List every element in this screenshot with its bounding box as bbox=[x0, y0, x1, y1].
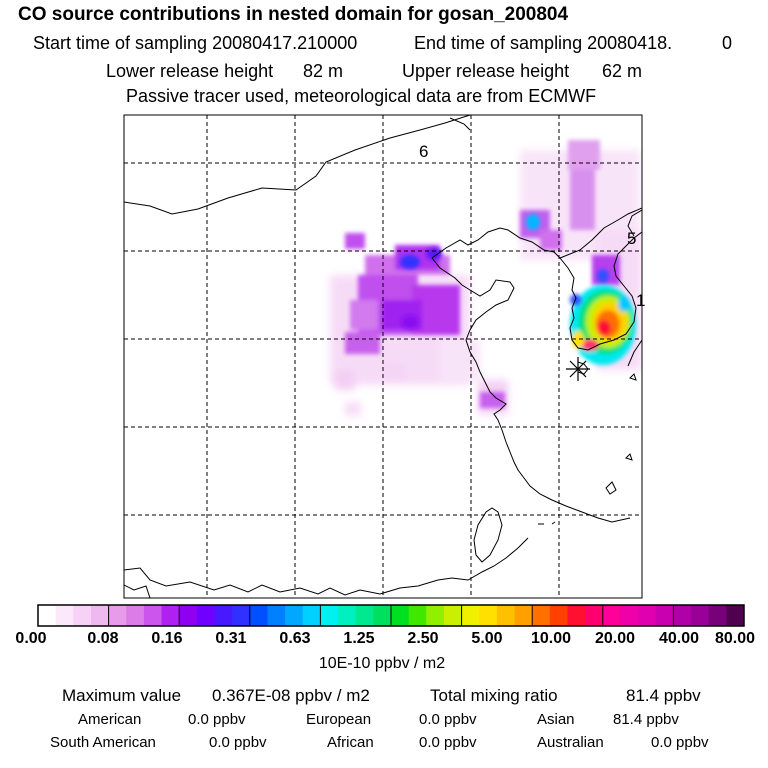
colorbar-swatch bbox=[638, 605, 657, 626]
colorbar-swatch bbox=[90, 605, 110, 626]
lower-height-label: Lower release height bbox=[106, 61, 274, 81]
start-time-label: Start time of sampling 20080417.210000 bbox=[33, 33, 358, 53]
colorbar-swatch bbox=[108, 605, 127, 626]
american-value: 0.0 ppbv bbox=[188, 711, 246, 728]
upper-height-value: 62 m bbox=[602, 61, 643, 81]
colorbar-swatch bbox=[567, 605, 586, 626]
colorbar-swatch bbox=[461, 605, 480, 626]
colorbar-tick-label: 0.16 bbox=[151, 630, 183, 647]
colorbar-swatch bbox=[285, 605, 304, 626]
concentration-field bbox=[124, 115, 642, 598]
upper-height-label: Upper release height bbox=[402, 61, 570, 81]
colorbar-swatch bbox=[532, 605, 551, 626]
lat-lon-grid bbox=[124, 115, 642, 598]
australian-label: Australian bbox=[537, 734, 604, 751]
asian-value: 81.4 ppbv bbox=[613, 711, 679, 728]
colorbar-tick-label: 2.50 bbox=[407, 630, 439, 647]
colorbar-tick-label: 10.00 bbox=[530, 630, 572, 647]
colorbar-tick-label: 0.31 bbox=[215, 630, 247, 647]
colorbar-swatch bbox=[196, 605, 215, 626]
american-label: American bbox=[78, 711, 142, 728]
grid-label: 6 bbox=[419, 142, 428, 161]
colorbar-frame bbox=[37, 604, 745, 627]
max-value-label: Maximum value bbox=[62, 686, 182, 705]
colorbar-swatch bbox=[443, 605, 463, 626]
max-value: 0.367E-08 ppbv / m2 bbox=[212, 686, 370, 705]
colorbar-tick-label: 20.00 bbox=[594, 630, 636, 647]
european-label: European bbox=[306, 711, 372, 728]
colorbar-swatch bbox=[496, 605, 516, 626]
total-mixing-label: Total mixing ratio bbox=[430, 686, 558, 705]
plot-title: CO source contributions in nested domain… bbox=[18, 4, 569, 25]
colorbar-tick-label: 0.08 bbox=[87, 630, 119, 647]
south-american-value: 0.0 ppbv bbox=[209, 734, 267, 751]
european-value: 0.0 ppbv bbox=[419, 711, 477, 728]
colorbar-unit: 10E-10 ppbv / m2 bbox=[318, 655, 446, 672]
colorbar-swatch bbox=[38, 605, 57, 626]
receptor-marker-icon bbox=[566, 357, 590, 381]
colorbar-swatch bbox=[655, 605, 674, 626]
colorbar-swatch bbox=[549, 605, 568, 626]
colorbar-swatch bbox=[161, 605, 180, 626]
colorbar-swatch bbox=[426, 605, 445, 626]
colorbar-tick-label: 80.00 bbox=[714, 630, 756, 647]
colorbar-swatch bbox=[214, 605, 233, 626]
colorbar-swatch bbox=[73, 605, 92, 626]
colorbar-tick-label: 1.25 bbox=[343, 630, 375, 647]
grid-label: 1 bbox=[636, 291, 645, 310]
colorbar-swatch bbox=[143, 605, 163, 626]
colorbar-tick-label: 0.63 bbox=[279, 630, 311, 647]
colorbar-swatch bbox=[267, 605, 286, 626]
colorbar-swatch bbox=[726, 605, 745, 626]
colorbar-swatch bbox=[55, 605, 74, 626]
end-time-value: 0 bbox=[722, 33, 733, 53]
asian-label: Asian bbox=[537, 711, 575, 728]
grid-label: 5 bbox=[627, 229, 636, 248]
colorbar-swatch bbox=[126, 605, 145, 626]
colorbar-swatch bbox=[179, 605, 198, 626]
colorbar-swatch bbox=[249, 605, 268, 626]
colorbar-swatch bbox=[302, 605, 321, 626]
south-american-label: South American bbox=[50, 734, 156, 751]
colorbar-swatch bbox=[373, 605, 392, 626]
coastlines bbox=[124, 115, 642, 598]
colorbar-swatch bbox=[391, 605, 410, 626]
colorbar-swatch bbox=[479, 605, 498, 626]
colorbar-swatch bbox=[320, 605, 339, 626]
colorbar-swatch bbox=[408, 605, 427, 626]
colorbar-swatch bbox=[232, 605, 251, 626]
map-frame bbox=[123, 114, 643, 599]
colorbar-swatch bbox=[355, 605, 374, 626]
colorbar-swatch bbox=[338, 605, 357, 626]
colorbar-tick-label: 40.00 bbox=[658, 630, 700, 647]
colorbar-swatch bbox=[602, 605, 621, 626]
colorbar-tick-label: 0.00 bbox=[15, 630, 47, 647]
australian-value: 0.0 ppbv bbox=[651, 734, 709, 751]
colorbar-swatch bbox=[708, 605, 727, 626]
african-value: 0.0 ppbv bbox=[419, 734, 477, 751]
lower-height-value: 82 m bbox=[303, 61, 344, 81]
colorbar-tick-label: 5.00 bbox=[471, 630, 503, 647]
african-label: African bbox=[327, 734, 374, 751]
colorbar-swatch bbox=[691, 605, 710, 626]
colorbar-swatch bbox=[620, 605, 639, 626]
end-time-label: End time of sampling 20080418. bbox=[414, 33, 673, 53]
colorbar bbox=[37, 604, 745, 627]
colorbar-swatch bbox=[585, 605, 604, 626]
colorbar-swatch bbox=[673, 605, 692, 626]
colorbar-swatch bbox=[514, 605, 533, 626]
tracer-note: Passive tracer used, meteorological data… bbox=[126, 86, 597, 106]
total-mixing-value: 81.4 ppbv bbox=[626, 686, 701, 705]
